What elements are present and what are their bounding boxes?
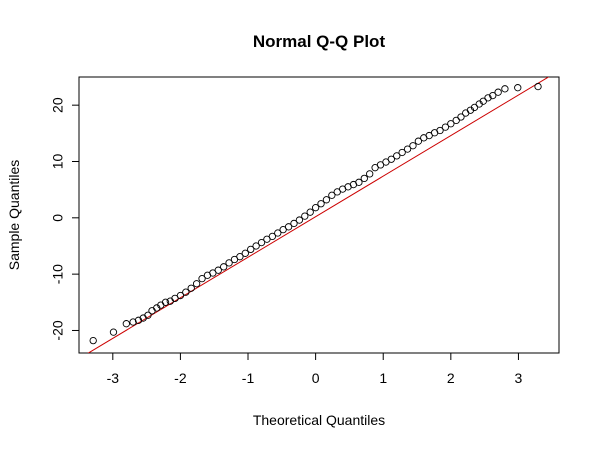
data-point bbox=[268, 232, 277, 241]
data-point bbox=[479, 97, 487, 105]
x-tick-label: 2 bbox=[447, 370, 455, 386]
data-point bbox=[182, 288, 190, 296]
data-point bbox=[387, 155, 395, 163]
data-point bbox=[328, 191, 336, 199]
y-tick-label: 0 bbox=[50, 214, 66, 222]
y-axis-label: Sample Quantiles bbox=[6, 160, 22, 271]
data-point bbox=[409, 142, 417, 150]
x-axis: -3 -2 -1 0 1 2 3 bbox=[107, 352, 523, 386]
data-point bbox=[366, 170, 374, 178]
data-point bbox=[360, 174, 368, 183]
data-point bbox=[161, 298, 170, 306]
chart-title: Normal Q-Q Plot bbox=[253, 32, 386, 51]
data-point bbox=[462, 109, 470, 117]
data-point bbox=[311, 204, 320, 212]
data-point bbox=[89, 336, 97, 345]
data-point bbox=[122, 320, 130, 328]
x-tick-label: -1 bbox=[242, 370, 255, 386]
data-point bbox=[129, 318, 137, 326]
data-point bbox=[484, 94, 492, 102]
data-point bbox=[176, 291, 185, 300]
data-point bbox=[236, 253, 244, 261]
data-point bbox=[198, 274, 206, 283]
data-point bbox=[295, 216, 304, 224]
data-point bbox=[398, 148, 406, 157]
data-point bbox=[534, 82, 542, 91]
data-point bbox=[225, 259, 233, 267]
data-point bbox=[220, 263, 228, 271]
data-point bbox=[301, 212, 309, 220]
y-tick-label: 10 bbox=[50, 153, 66, 169]
data-point bbox=[393, 152, 401, 160]
data-point bbox=[470, 103, 479, 112]
data-point bbox=[317, 200, 325, 208]
data-point bbox=[322, 196, 331, 204]
data-point bbox=[247, 245, 255, 254]
x-tick-label: -2 bbox=[174, 370, 187, 386]
data-point bbox=[414, 137, 423, 145]
data-points bbox=[89, 82, 542, 345]
x-axis-label: Theoretical Quantiles bbox=[253, 412, 385, 428]
data-point bbox=[436, 126, 444, 135]
y-tick-label: 20 bbox=[50, 97, 66, 113]
data-point bbox=[441, 123, 450, 131]
x-tick-label: 1 bbox=[379, 370, 387, 386]
data-point bbox=[257, 238, 266, 247]
data-point bbox=[148, 307, 156, 315]
x-tick-label: 0 bbox=[312, 370, 320, 386]
data-point bbox=[457, 113, 465, 121]
y-tick-label: -10 bbox=[50, 264, 66, 284]
y-axis: -20 -10 0 10 20 bbox=[50, 97, 80, 341]
data-point bbox=[252, 242, 260, 250]
y-tick-label: -20 bbox=[50, 320, 66, 340]
data-point bbox=[514, 84, 522, 92]
data-point bbox=[144, 311, 152, 319]
data-point bbox=[187, 284, 195, 292]
data-point bbox=[501, 85, 509, 93]
data-point bbox=[274, 229, 282, 237]
data-point bbox=[214, 266, 222, 274]
x-tick-label: 3 bbox=[515, 370, 523, 386]
data-point bbox=[355, 178, 363, 186]
data-point bbox=[489, 91, 497, 100]
data-point bbox=[109, 328, 118, 336]
data-point bbox=[284, 223, 293, 231]
data-point bbox=[134, 316, 143, 324]
data-point bbox=[241, 249, 249, 257]
data-point bbox=[290, 219, 298, 228]
data-point bbox=[447, 120, 455, 128]
data-point bbox=[452, 116, 460, 125]
data-point bbox=[403, 145, 412, 153]
data-point bbox=[192, 280, 201, 288]
data-point bbox=[306, 208, 314, 216]
x-tick-label: -3 bbox=[107, 370, 120, 386]
data-point bbox=[494, 88, 502, 96]
